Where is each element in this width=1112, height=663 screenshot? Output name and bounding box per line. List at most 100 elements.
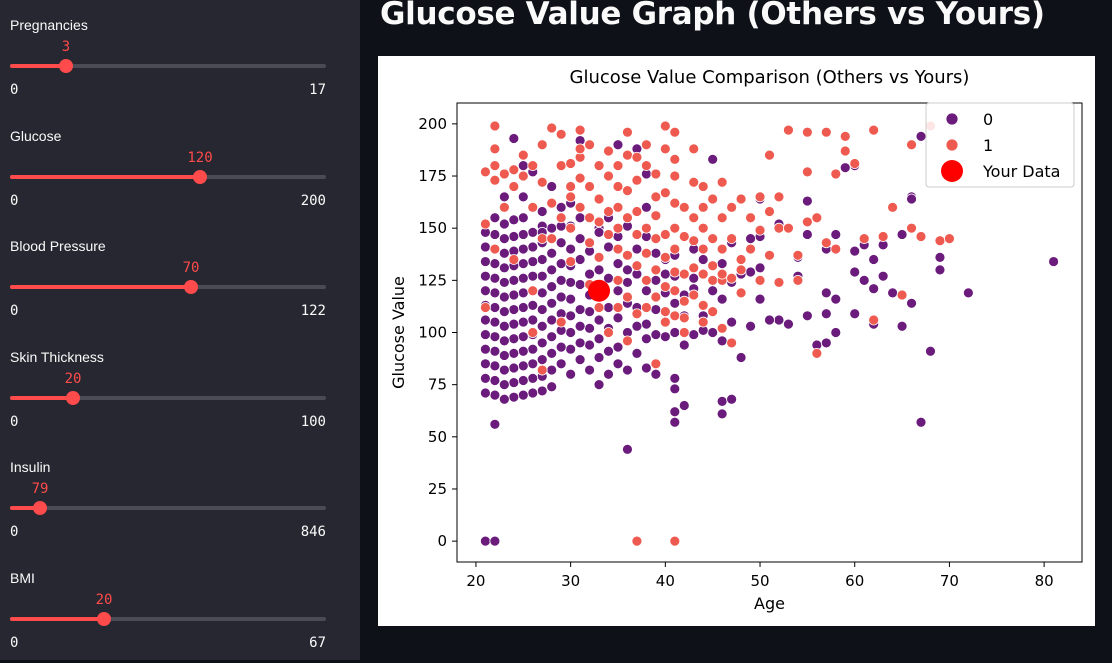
- point-class-0: [555, 291, 567, 303]
- point-class-0: [640, 201, 652, 213]
- point-class-1: [489, 243, 501, 255]
- x-tick-label: 30: [561, 572, 580, 590]
- point-class-1: [593, 160, 605, 171]
- point-class-1: [669, 222, 681, 234]
- slider-track[interactable]: 3: [10, 39, 326, 73]
- slider-thumb[interactable]: [184, 280, 198, 295]
- point-class-1: [754, 224, 766, 236]
- point-class-1: [527, 160, 539, 171]
- point-class-1: [707, 306, 719, 318]
- point-class-1: [745, 212, 756, 224]
- point-class-0: [527, 314, 539, 326]
- point-class-0: [716, 408, 728, 420]
- point-class-0: [546, 281, 558, 293]
- y-axis-label: Glucose Value: [389, 276, 408, 389]
- point-class-1: [669, 535, 681, 547]
- point-class-0: [640, 318, 652, 330]
- point-class-0: [517, 258, 529, 270]
- point-class-1: [659, 143, 671, 155]
- slider-track[interactable]: 79: [10, 481, 326, 516]
- point-class-1: [603, 327, 614, 338]
- chart-title: Glucose Value Comparison (Others vs Your…: [570, 67, 970, 88]
- point-class-0: [584, 306, 595, 318]
- x-tick-label: 60: [845, 572, 864, 590]
- point-class-0: [498, 277, 510, 288]
- point-class-0: [527, 270, 539, 282]
- slider-thumb[interactable]: [33, 501, 47, 516]
- slider-track[interactable]: 120: [10, 150, 326, 184]
- point-class-1: [650, 264, 662, 276]
- point-class-0: [517, 360, 529, 372]
- point-class-0: [858, 274, 870, 286]
- point-class-1: [480, 166, 491, 178]
- point-class-1: [622, 335, 633, 347]
- point-class-0: [754, 293, 766, 305]
- point-class-0: [480, 314, 491, 326]
- point-class-0: [498, 218, 510, 230]
- point-class-1: [584, 212, 595, 224]
- point-class-0: [489, 535, 501, 547]
- point-class-0: [735, 352, 747, 363]
- point-class-1: [659, 187, 671, 199]
- point-class-1: [565, 222, 577, 234]
- point-class-1: [612, 181, 624, 192]
- point-class-1: [650, 168, 662, 180]
- point-class-0: [849, 245, 861, 257]
- point-class-0: [612, 258, 624, 270]
- point-class-0: [584, 268, 595, 280]
- point-class-1: [669, 126, 681, 138]
- point-class-1: [659, 229, 671, 240]
- point-class-0: [508, 347, 520, 359]
- slider-thumb[interactable]: [193, 169, 207, 184]
- point-class-1: [688, 176, 700, 188]
- point-class-0: [527, 226, 539, 238]
- point-class-0: [527, 387, 539, 399]
- point-class-0: [745, 233, 756, 245]
- point-class-0: [546, 314, 558, 326]
- legend-marker: [941, 160, 963, 182]
- slider-thumb[interactable]: [59, 59, 73, 73]
- point-class-0: [555, 341, 567, 353]
- point-class-0: [546, 331, 558, 343]
- point-class-0: [603, 368, 614, 380]
- point-class-0: [622, 264, 633, 276]
- point-class-1: [640, 274, 652, 286]
- point-class-0: [555, 237, 567, 249]
- point-class-0: [830, 327, 842, 338]
- point-class-1: [678, 201, 690, 213]
- point-class-1: [650, 291, 662, 303]
- point-class-1: [764, 206, 775, 217]
- point-class-0: [498, 233, 510, 245]
- point-class-1: [764, 249, 775, 261]
- slider-label: Skin Thickness: [10, 348, 104, 365]
- point-class-1: [603, 229, 614, 240]
- point-class-0: [906, 297, 917, 309]
- point-class-1: [801, 166, 813, 178]
- point-class-1: [669, 310, 681, 322]
- slider-track[interactable]: 20: [10, 592, 326, 626]
- point-class-1: [517, 149, 529, 161]
- slider-min: 0: [10, 635, 19, 651]
- slider-fill: [10, 617, 104, 621]
- point-class-1: [849, 158, 861, 169]
- legend-label: 1: [983, 136, 993, 155]
- point-class-0: [508, 289, 520, 301]
- point-class-0: [716, 395, 728, 407]
- point-class-0: [546, 247, 558, 259]
- point-class-0: [480, 285, 491, 297]
- point-class-0: [489, 229, 501, 240]
- point-class-0: [536, 304, 548, 315]
- slider-track[interactable]: 70: [10, 260, 326, 295]
- point-class-1: [792, 274, 804, 286]
- point-class-0: [508, 231, 520, 242]
- slider-track[interactable]: 20: [10, 371, 326, 405]
- point-class-1: [858, 233, 870, 245]
- point-class-0: [678, 400, 690, 411]
- point-class-0: [640, 285, 652, 297]
- slider-thumb[interactable]: [97, 612, 111, 626]
- slider-fill: [10, 506, 40, 511]
- point-class-1: [640, 139, 652, 151]
- point-class-1: [489, 174, 501, 186]
- point-class-0: [622, 443, 633, 455]
- slider-thumb[interactable]: [66, 390, 80, 405]
